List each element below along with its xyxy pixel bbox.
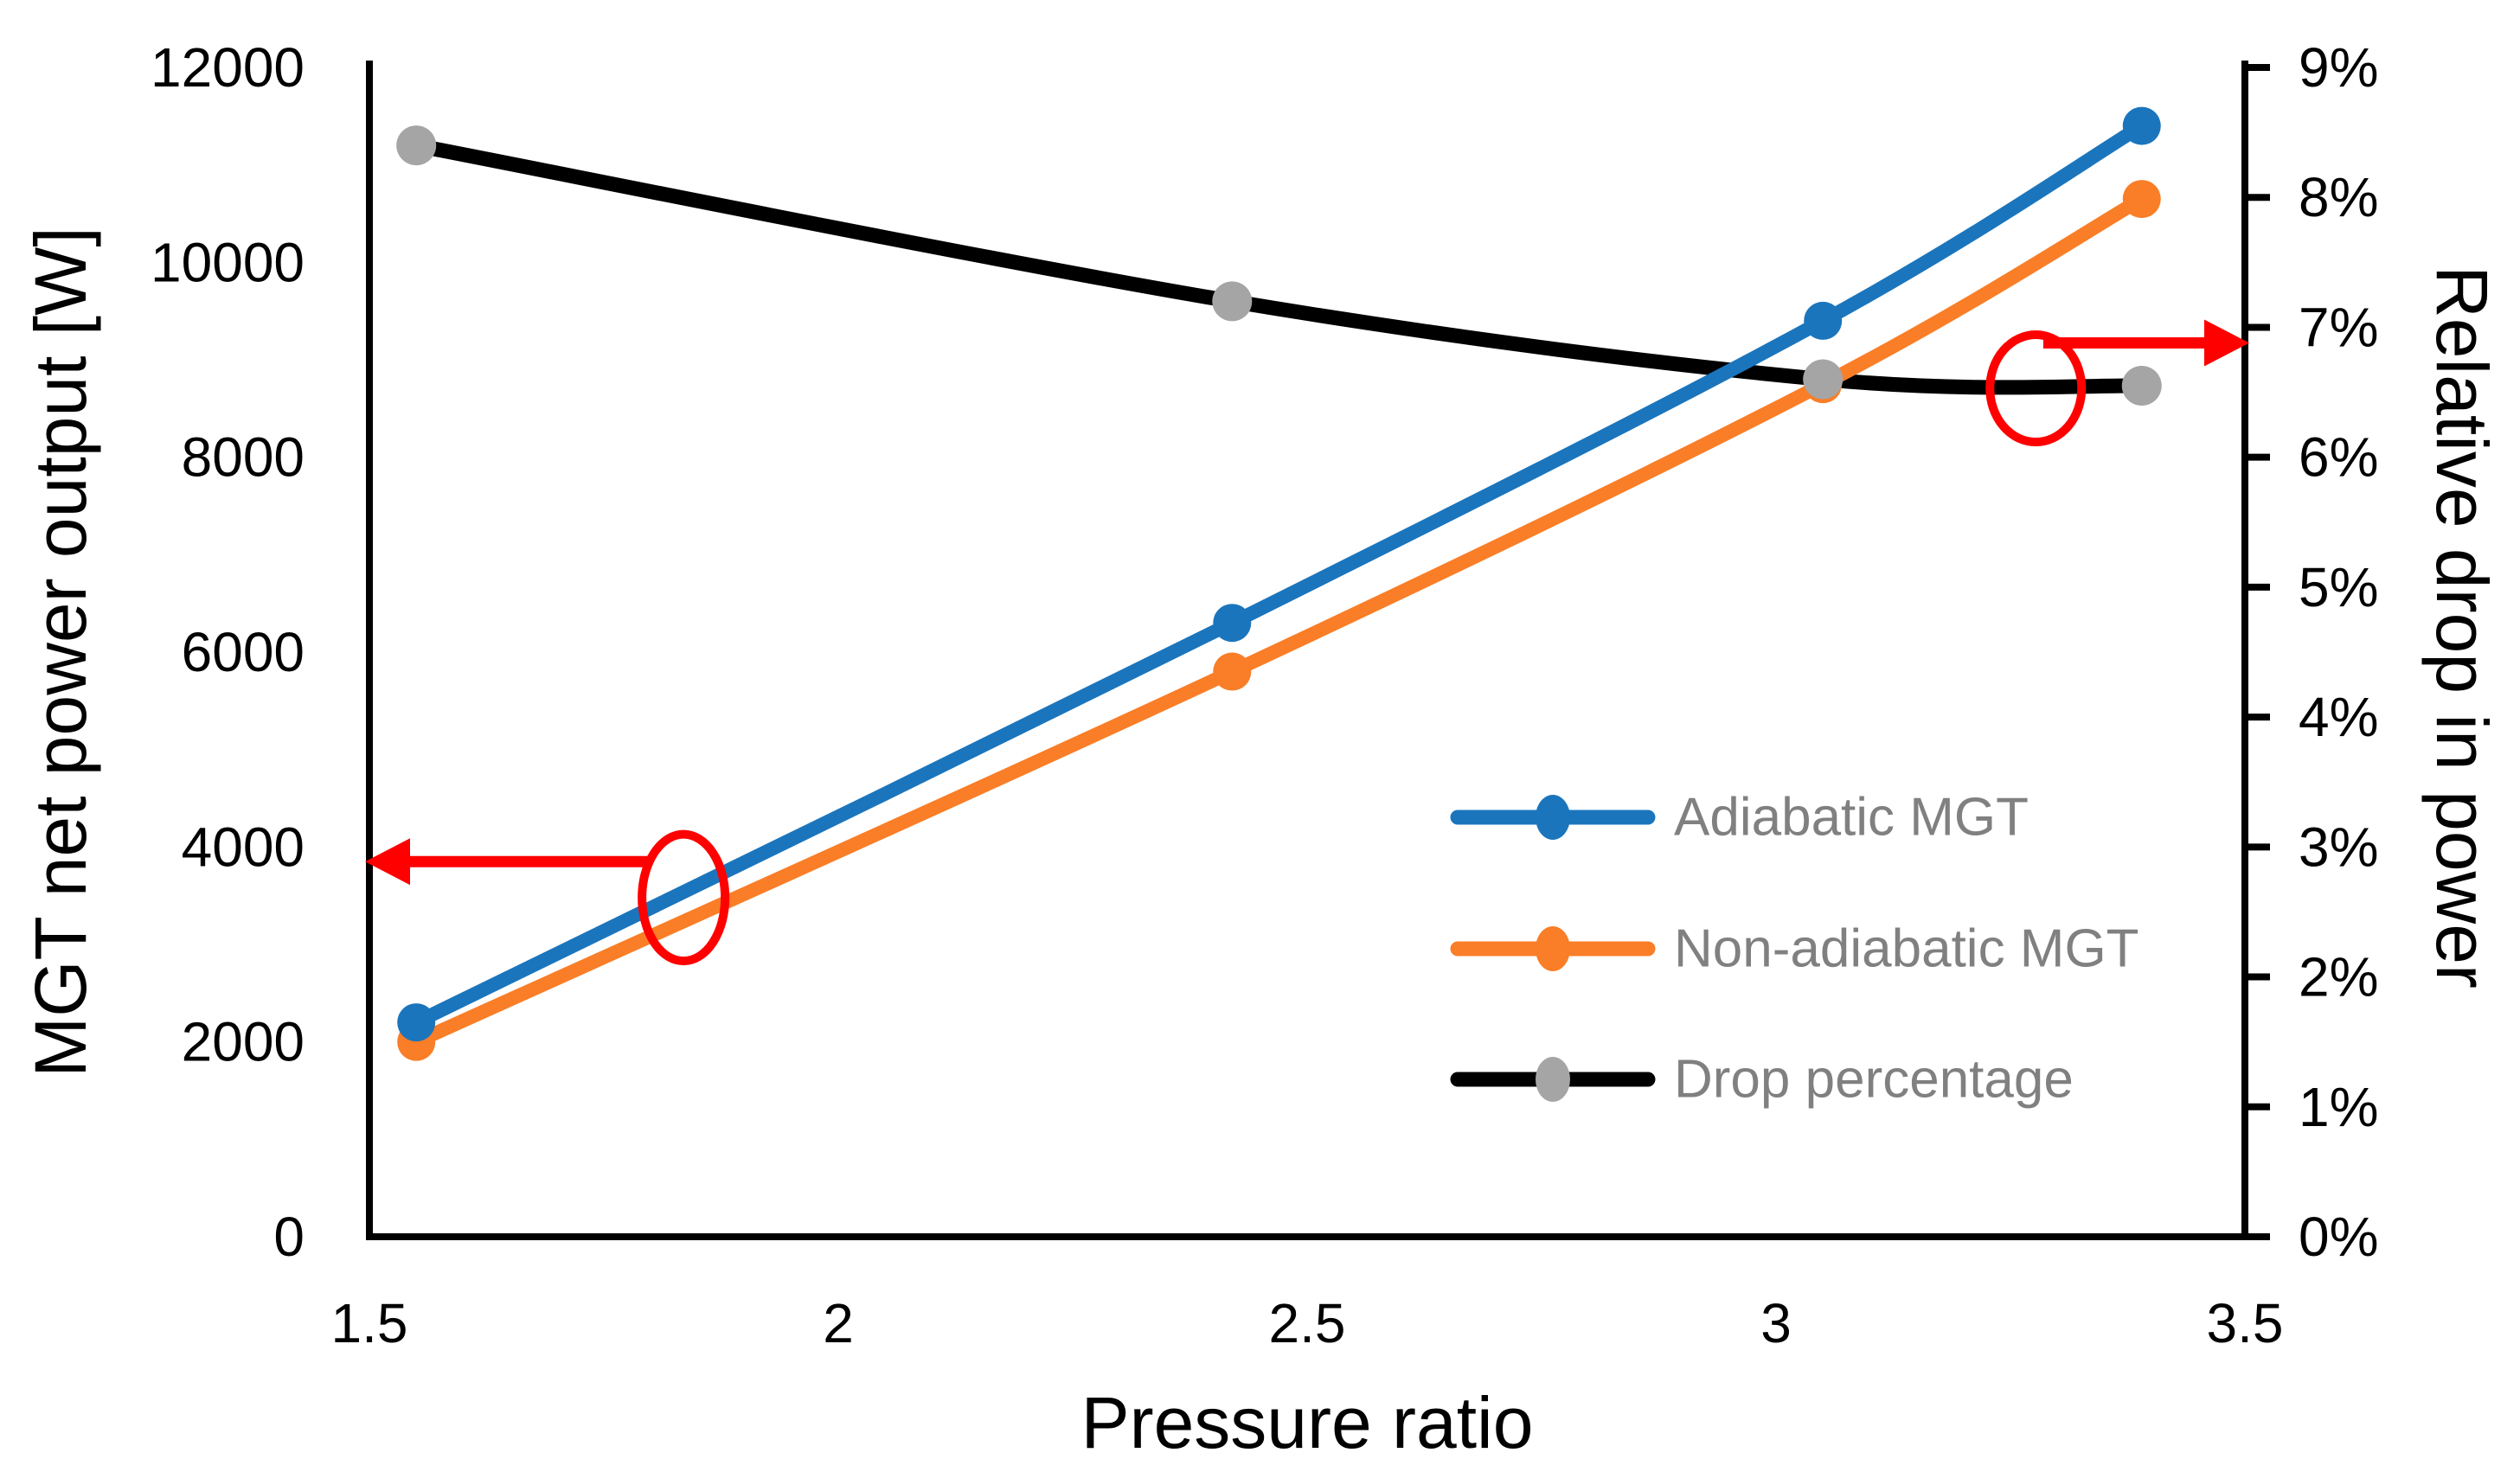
data-point-adiabatic-mgt [1804, 301, 1843, 340]
annotation-arrow-head [365, 838, 410, 886]
y-right-tick-label: 4% [2299, 686, 2379, 748]
y-right-tick-label: 2% [2299, 946, 2379, 1008]
x-axis-tick-label: 2.5 [1269, 1292, 1346, 1354]
y-right-tick-label: 1% [2299, 1076, 2379, 1138]
annotation-ellipse [638, 829, 730, 966]
y-right-tick-label: 6% [2299, 426, 2379, 489]
y-left-tick-label: 4000 [182, 816, 305, 878]
y-right-tick-label: 9% [2299, 36, 2379, 99]
data-point-adiabatic-mgt [397, 1003, 436, 1042]
legend-item-label: Drop percentage [1674, 1050, 2074, 1110]
series-line-drop-percentage [408, 138, 2150, 395]
legend-marker-sample [1536, 1057, 1570, 1102]
x-axis-tick-label: 3.5 [2207, 1292, 2284, 1354]
y-right-tick-label: 3% [2299, 816, 2379, 878]
y-right-tick-label: 8% [2299, 166, 2379, 228]
legend-item-label: Adiabatic MGT [1674, 788, 2029, 848]
legend-marker-sample [1536, 926, 1570, 971]
y-left-tick-label: 0 [273, 1206, 305, 1268]
y-right-tick-label: 5% [2299, 556, 2379, 618]
y-left-tick-label: 10000 [151, 231, 305, 293]
series-line-adiabatic-mgt [409, 118, 2149, 1030]
data-point-adiabatic-mgt [1213, 604, 1252, 643]
annotation-ellipse [1985, 330, 2087, 447]
data-point-drop-percentage [2121, 366, 2162, 406]
left-axis-title: MGT net power output [W] [20, 227, 101, 1078]
legend-item-label: Non-adiabatic MGT [1674, 919, 2139, 979]
y-left-tick-label: 8000 [182, 426, 305, 489]
x-axis-tick-label: 2 [823, 1292, 854, 1354]
y-left-tick-label: 12000 [151, 36, 305, 99]
data-point-drop-percentage [396, 125, 437, 166]
data-point-non-adiabatic-mgt [1213, 652, 1252, 691]
y-left-tick-label: 6000 [182, 621, 305, 683]
series-line-non-adiabatic-mgt [409, 192, 2149, 1049]
data-point-drop-percentage [1212, 281, 1253, 322]
annotation-arrow-head [2204, 319, 2249, 367]
right-axis-title: Relative drop in power [2421, 266, 2503, 989]
x-axis-tick-label: 3 [1760, 1292, 1792, 1354]
data-point-drop-percentage [1803, 359, 1844, 400]
y-right-tick-label: 7% [2299, 296, 2379, 358]
y-right-tick-label: 0% [2299, 1206, 2379, 1268]
x-axis-tick-label: 1.5 [331, 1292, 408, 1354]
x-axis-title: Pressure ratio [1081, 1382, 1534, 1463]
y-left-tick-label: 2000 [182, 1011, 305, 1073]
legend-marker-sample [1536, 795, 1570, 840]
data-point-adiabatic-mgt [2122, 106, 2161, 145]
data-point-non-adiabatic-mgt [2122, 180, 2161, 219]
